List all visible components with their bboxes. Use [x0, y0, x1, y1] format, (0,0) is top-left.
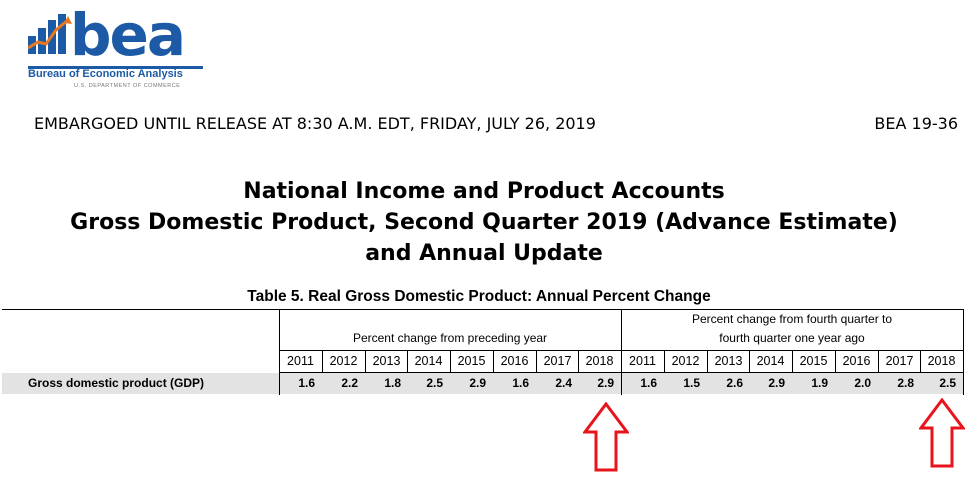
- value-cell-q4q4: 2.8: [897, 376, 914, 390]
- year-header-q4q4: 2018: [927, 354, 956, 368]
- year-column-divider: [407, 350, 408, 372]
- year-column-divider: [878, 350, 879, 372]
- year-column-divider: [578, 350, 579, 372]
- logo-divider: [28, 66, 203, 69]
- year-header-annual: 2018: [585, 354, 614, 368]
- title-line-3: and Annual Update: [365, 241, 603, 266]
- year-header-q4q4: 2016: [842, 354, 871, 368]
- title-line-1: National Income and Product Accounts: [243, 179, 725, 204]
- year-header-annual: 2013: [372, 354, 401, 368]
- year-header-annual: 2014: [414, 354, 443, 368]
- year-header-q4q4: 2011: [629, 354, 656, 368]
- group-header-q4q4-line1: Percent change from fourth quarter to: [691, 312, 893, 326]
- value-cell-annual: 2.5: [426, 376, 443, 390]
- table-right-rule: [963, 309, 964, 395]
- row-label-gdp: Gross domestic product (GDP): [28, 376, 205, 390]
- year-column-divider: [835, 350, 836, 372]
- year-column-divider: [920, 350, 921, 372]
- year-header-q4q4: 2012: [671, 354, 700, 368]
- bea-logo: bea Bureau of Economic Analysis U.S. DEP…: [28, 2, 208, 90]
- year-column-divider: [536, 350, 537, 372]
- year-column-divider: [707, 350, 708, 372]
- value-cell-q4q4: 1.5: [683, 376, 700, 390]
- year-column-divider: [322, 350, 323, 372]
- stub-column-divider: [279, 309, 280, 395]
- value-cell-q4q4: 2.5: [939, 376, 956, 390]
- year-header-q4q4: 2014: [756, 354, 785, 368]
- bea-chart-icon: [28, 14, 72, 54]
- embargo-notice: EMBARGOED UNTIL RELEASE AT 8:30 A.M. EDT…: [34, 114, 596, 133]
- value-cell-q4q4: 2.6: [726, 376, 743, 390]
- release-title: National Income and Product Accounts Gro…: [0, 176, 968, 269]
- gdp-table: Percent change from preceding year Perce…: [2, 309, 965, 395]
- release-number: BEA 19-36: [874, 114, 958, 133]
- year-header-annual: 2015: [457, 354, 486, 368]
- value-cell-annual: 2.9: [469, 376, 486, 390]
- value-cell-annual: 1.6: [298, 376, 315, 390]
- agency-name: Bureau of Economic Analysis: [28, 68, 183, 80]
- value-cell-q4q4: 1.6: [640, 376, 657, 390]
- group-divider: [621, 309, 622, 395]
- table-top-rule: [2, 309, 963, 310]
- value-cell-annual: 2.2: [341, 376, 358, 390]
- table-title: Table 5. Real Gross Domestic Product: An…: [247, 288, 711, 305]
- year-header-q4q4: 2017: [885, 354, 914, 368]
- up-arrow-icon: [919, 398, 965, 468]
- year-column-divider: [792, 350, 793, 372]
- year-column-divider: [664, 350, 665, 372]
- table-row-background: [2, 373, 963, 394]
- value-cell-q4q4: 2.9: [768, 376, 785, 390]
- year-header-annual: 2016: [500, 354, 529, 368]
- value-cell-annual: 1.6: [512, 376, 529, 390]
- year-column-divider: [749, 350, 750, 372]
- bea-wordmark: bea: [70, 1, 186, 69]
- up-arrow-icon: [583, 402, 629, 472]
- year-column-divider: [493, 350, 494, 372]
- group-header-annual: Percent change from preceding year: [352, 331, 548, 345]
- value-cell-q4q4: 1.9: [811, 376, 828, 390]
- value-cell-annual: 2.4: [555, 376, 572, 390]
- year-column-divider: [450, 350, 451, 372]
- value-cell-q4q4: 2.0: [854, 376, 871, 390]
- year-header-annual: 2011: [287, 354, 314, 368]
- year-header-q4q4: 2015: [799, 354, 828, 368]
- year-header-q4q4: 2013: [714, 354, 743, 368]
- year-column-divider: [365, 350, 366, 372]
- value-cell-annual: 1.8: [384, 376, 401, 390]
- title-line-2: Gross Domestic Product, Second Quarter 2…: [70, 210, 898, 235]
- group-header-q4q4-line2: fourth quarter one year ago: [719, 331, 865, 345]
- year-header-annual: 2017: [543, 354, 572, 368]
- year-header-annual: 2012: [329, 354, 358, 368]
- department-name: U.S. DEPARTMENT OF COMMERCE: [74, 83, 181, 89]
- value-cell-annual: 2.9: [597, 376, 614, 390]
